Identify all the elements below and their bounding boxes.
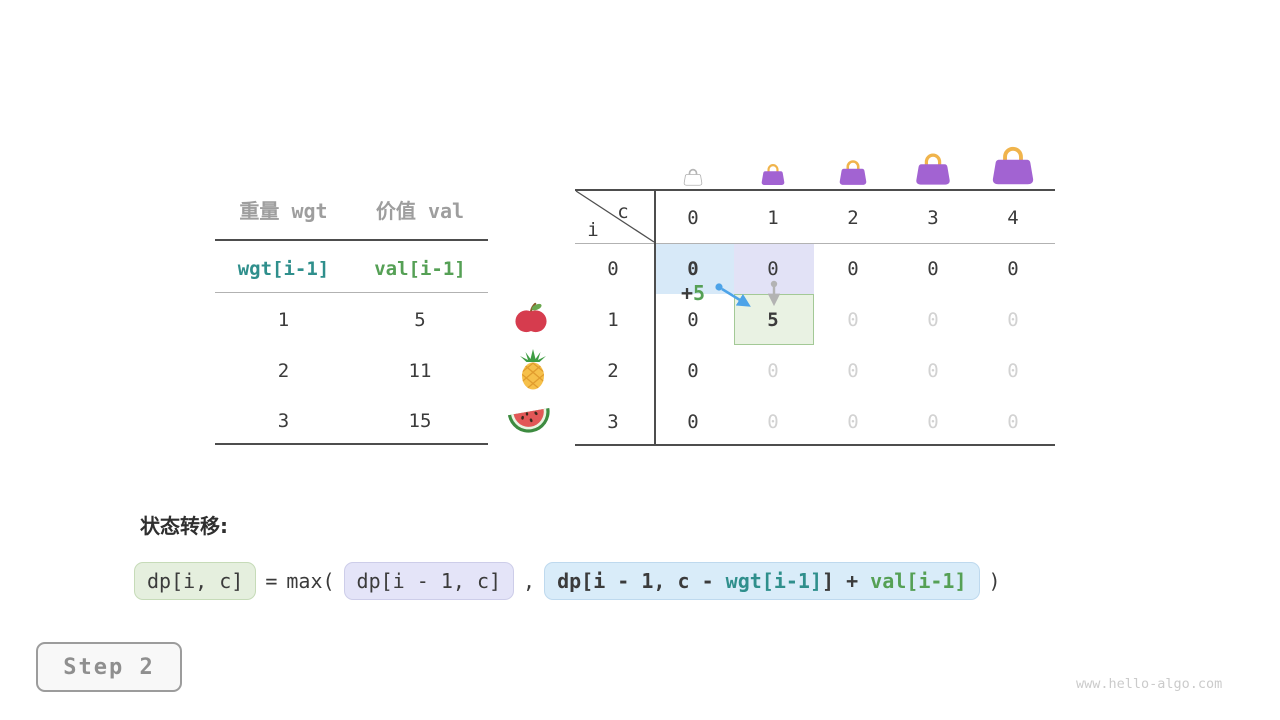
dp-cell-2-4: 0 [1007,360,1019,382]
bag-capacity-4-icon [990,145,1036,186]
dp-table-bottom-rule [575,444,1055,446]
item-table-header-value: 价值 val [375,199,465,223]
dp-cell-1-0: 0 [687,309,699,331]
dp-cell-0-2: 0 [847,258,859,280]
watermark: www.hello-algo.com [1076,676,1223,692]
item-table-var-wgt: wgt[i-1] [237,258,330,280]
item-table-bottom-rule [215,443,488,445]
dp-cell-0-0: 0 [687,258,699,280]
added-value: 5 [693,281,706,305]
dp-cell-3-4: 0 [1007,411,1019,433]
formula-take-plus: + [834,569,871,593]
dp-col-header-0: 0 [687,207,699,229]
dp-row-header-0: 0 [607,258,619,280]
item-val-3: 15 [408,410,432,432]
formula-option-keep: dp[i - 1, c] [343,562,515,600]
bag-capacity-3-icon [914,152,952,186]
dp-row-header-2: 2 [607,360,619,382]
formula-comma: , [523,569,536,593]
formula-take-val: val[i-1] [870,569,967,593]
formula-take-prefix: dp[i - 1, c - [557,569,726,593]
dp-cell-2-3: 0 [927,360,939,382]
bag-capacity-1-icon [760,163,786,186]
dp-cell-0-1: 0 [767,258,779,280]
dp-cell-2-1: 0 [767,360,779,382]
formula-lhs: dp[i, c] [134,562,257,600]
dp-cell-1-3: 0 [927,309,939,331]
add-value-annotation: +5 [681,281,705,305]
transition-formula: dp[i, c] = max( dp[i - 1, c] , dp[i - 1,… [134,562,1001,600]
dp-row-header-3: 3 [607,411,619,433]
item-wgt-3: 3 [277,410,290,432]
item-table-header-weight: 重量 wgt [239,199,328,223]
dp-col-header-4: 4 [1007,207,1019,229]
item-wgt-1: 1 [277,309,290,331]
formula-take-wgt: wgt[i-1] [725,569,822,593]
dp-header-rule [575,243,1055,244]
dp-cell-3-0: 0 [687,411,699,433]
item-wgt-2: 2 [277,360,290,382]
dp-table-vertical-rule [654,189,656,445]
dp-table-top-rule [575,189,1055,191]
watermelon-icon [507,407,550,433]
item-val-2: 11 [408,360,432,382]
formula-take-bracket: ] [822,569,835,593]
apple-icon [515,302,547,333]
dp-col-header-3: 3 [927,207,939,229]
bag-capacity-2-icon [838,159,868,186]
formula-close-paren: ) [988,569,1001,593]
dp-cell-1-4: 0 [1007,309,1019,331]
dp-cell-3-3: 0 [927,411,939,433]
dp-cell-1-2: 0 [847,309,859,331]
dp-row-header-1: 1 [607,309,619,331]
empty-bag-icon [683,168,703,186]
dp-cell-1-1: 5 [767,309,779,331]
item-val-1: 5 [414,309,426,331]
plus-sign: + [681,281,694,305]
item-table-top-rule [215,239,488,241]
dp-col-header-1: 1 [767,207,779,229]
step-button[interactable]: Step 2 [36,642,182,692]
dp-col-header-2: 2 [847,207,859,229]
formula-option-take: dp[i - 1, c - wgt[i-1]] + val[i-1] [544,562,980,600]
transition-label: 状态转移: [140,514,228,538]
item-table-mid-rule [215,292,488,293]
formula-max-open: max( [286,569,335,593]
pineapple-icon [520,349,546,390]
dp-cell-3-2: 0 [847,411,859,433]
dp-cell-0-4: 0 [1007,258,1019,280]
dp-cell-3-1: 0 [767,411,779,433]
formula-equals: = [265,569,278,593]
dp-corner-row-var: i [587,219,599,241]
dp-cell-0-3: 0 [927,258,939,280]
dp-corner-col-var: c [617,201,629,223]
item-table-var-val: val[i-1] [374,258,466,280]
dp-cell-2-0: 0 [687,360,699,382]
dp-cell-2-2: 0 [847,360,859,382]
